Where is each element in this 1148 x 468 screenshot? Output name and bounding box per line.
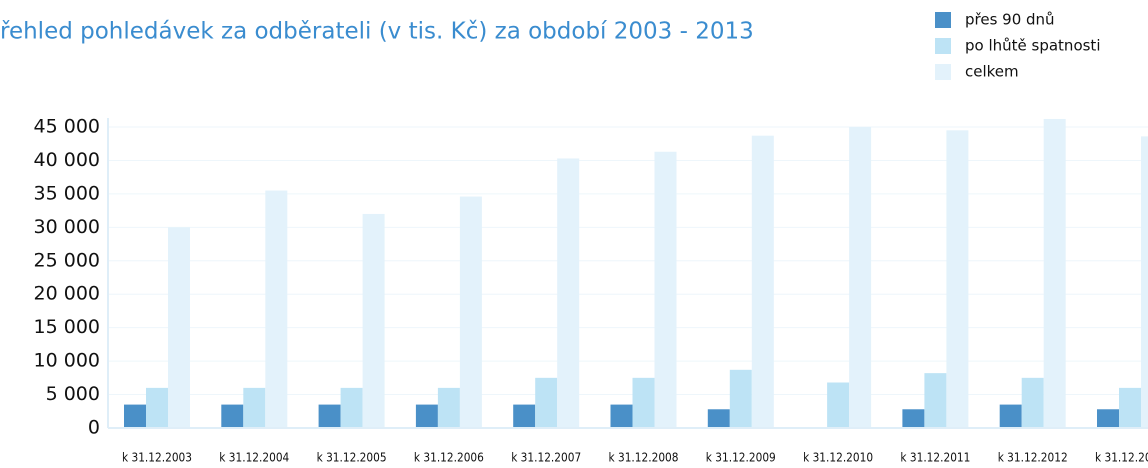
- y-tick-label: 10 000: [34, 350, 100, 372]
- y-tick-label: 0: [88, 417, 100, 439]
- bar: [849, 127, 872, 428]
- bar: [1141, 136, 1148, 428]
- x-tick-label: k 31.12.2008: [609, 451, 679, 465]
- x-tick-label: k 31.12.2011: [900, 451, 970, 465]
- bar: [729, 369, 752, 428]
- y-tick-label: 25 000: [34, 249, 100, 271]
- y-tick-label: 5 000: [46, 383, 100, 405]
- bar: [751, 135, 774, 428]
- y-tick-label: 35 000: [34, 182, 100, 204]
- x-tick-label: k 31.12.2010: [803, 451, 873, 465]
- bar: [221, 404, 244, 428]
- legend-swatch: [935, 64, 951, 80]
- bar: [924, 373, 947, 428]
- x-tick-label: k 31.12.2005: [317, 451, 387, 465]
- x-tick-label: k 31.12.2013: [1095, 451, 1148, 465]
- bar: [946, 130, 969, 428]
- x-tick-label: k 31.12.2006: [414, 451, 484, 465]
- x-tick-label: k 31.12.2009: [706, 451, 776, 465]
- legend-swatch: [935, 38, 951, 54]
- bar: [513, 404, 536, 428]
- x-tick-label: k 31.12.2004: [219, 451, 289, 465]
- legend-label: přes 90 dnů: [965, 11, 1055, 29]
- y-tick-label: 40 000: [34, 149, 100, 171]
- legend-label: celkem: [965, 63, 1019, 81]
- bar: [146, 387, 168, 428]
- bar: [535, 377, 558, 428]
- x-tick-label: k 31.12.2012: [998, 451, 1068, 465]
- bar: [1021, 377, 1044, 428]
- bar: [437, 387, 460, 428]
- bar: [340, 387, 363, 428]
- bar: [415, 404, 438, 428]
- bar: [999, 404, 1022, 428]
- bar: [654, 151, 677, 428]
- bar: [265, 190, 288, 428]
- legend-label: po lhůtě spatnosti: [965, 37, 1100, 55]
- bar: [632, 377, 655, 428]
- y-tick-label: 30 000: [34, 216, 100, 238]
- bar: [1043, 118, 1066, 429]
- bar: [827, 382, 850, 428]
- bar: [243, 387, 266, 428]
- x-tick-label: k 31.12.2003: [122, 451, 192, 465]
- bar: [610, 404, 633, 428]
- bar: [318, 404, 341, 428]
- bar: [168, 227, 190, 428]
- bar: [902, 409, 925, 428]
- y-tick-label: 15 000: [34, 316, 100, 338]
- y-tick-label: 20 000: [34, 283, 100, 305]
- bar: [124, 404, 146, 428]
- bar: [1097, 409, 1119, 428]
- legend-swatch: [935, 12, 951, 28]
- x-tick-label: k 31.12.2007: [511, 451, 581, 465]
- y-tick-label: 45 000: [34, 116, 100, 138]
- bar: [459, 196, 482, 428]
- bar: [1119, 387, 1141, 428]
- bar: [362, 213, 385, 428]
- chart-title: řehled pohledávek za odběrateli (v tis. …: [0, 19, 754, 45]
- bar: [557, 158, 580, 428]
- bar: [707, 409, 730, 428]
